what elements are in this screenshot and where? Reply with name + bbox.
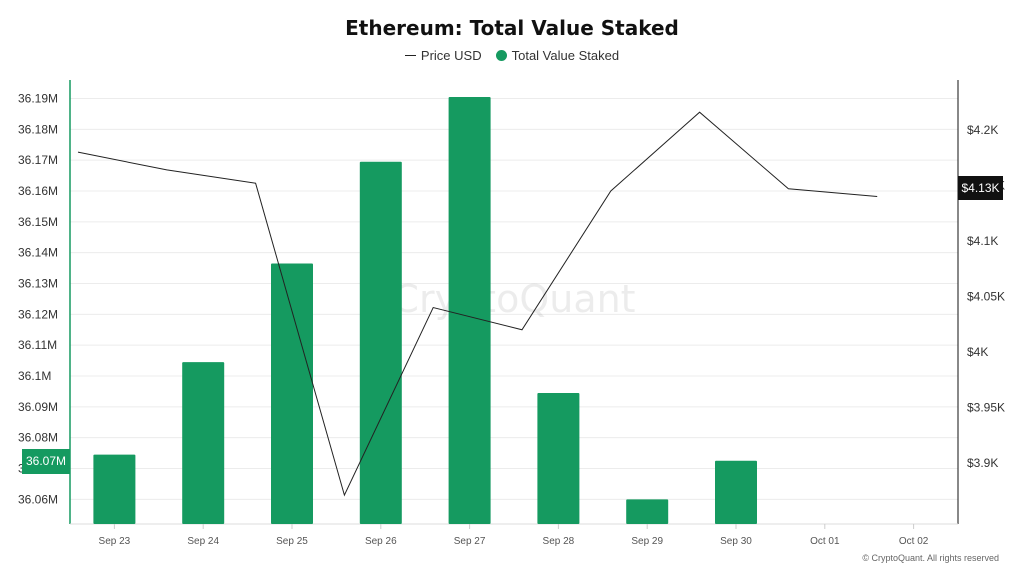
x-tick-label: Oct 02 — [899, 536, 929, 547]
chart-title: Ethereum: Total Value Staked — [345, 16, 679, 40]
x-tick-label: Oct 01 — [810, 536, 840, 547]
y-left-tick-label: 36.18M — [18, 122, 58, 136]
y-left-tick-label: 36.12M — [18, 307, 58, 321]
y-right-tick-label: $4.05K — [967, 289, 1005, 303]
x-tick-label: Sep 25 — [276, 536, 308, 547]
y-right-tick-label: $4K — [967, 345, 988, 359]
x-tick-label: Sep 26 — [365, 536, 397, 547]
y-right-tick-label: $4.1K — [967, 234, 998, 248]
legend-item-staked[interactable]: Total Value Staked — [495, 48, 620, 63]
watermark: CryptoQuant — [392, 277, 635, 321]
y-right-tick-label: $3.9K — [967, 456, 998, 470]
y-right-tick-label: $3.95K — [967, 400, 1005, 414]
y-left-tick-label: 36.17M — [18, 153, 58, 167]
current-value-badge-left: 36.07M — [22, 449, 70, 474]
legend-line-icon — [404, 55, 416, 56]
x-tick-label: Sep 30 — [720, 536, 752, 547]
y-right-tick-label: $4.2K — [967, 123, 998, 137]
legend-label-staked: Total Value Staked — [511, 48, 620, 63]
y-left-tick-label: 36.16M — [18, 184, 58, 198]
x-tick-label: Sep 24 — [187, 536, 219, 547]
bar-total-value-staked — [715, 460, 757, 524]
current-value-badge-right: $4.13K — [958, 176, 1003, 200]
y-left-tick-label: 36.1M — [18, 369, 51, 383]
legend-item-price[interactable]: Price USD — [404, 48, 482, 63]
bar-total-value-staked — [271, 263, 313, 524]
y-left-tick-label: 36.15M — [18, 215, 58, 229]
x-tick-label: Sep 28 — [543, 536, 575, 547]
x-tick-label: Sep 29 — [631, 536, 663, 547]
y-left-tick-label: 36.19M — [18, 92, 58, 106]
bar-total-value-staked — [537, 392, 580, 524]
y-left-tick-label: 36.08M — [18, 431, 58, 445]
legend: Price USD Total Value Staked — [0, 48, 1024, 63]
y-left-tick-label: 36.09M — [18, 400, 58, 414]
bar-total-value-staked — [93, 454, 136, 524]
y-left-tick-label: 36.13M — [18, 277, 58, 291]
legend-label-price: Price USD — [420, 48, 482, 63]
series-line-price-usd — [77, 111, 878, 497]
bar-total-value-staked — [359, 161, 402, 525]
bar-total-value-staked — [626, 499, 669, 524]
x-tick-label: Sep 23 — [99, 536, 131, 547]
bar-total-value-staked — [182, 362, 225, 524]
y-left-tick-label: 36.06M — [18, 492, 58, 506]
y-left-tick-label: 36.14M — [18, 246, 58, 260]
y-left-tick-label: 36.11M — [18, 338, 57, 352]
bar-total-value-staked — [448, 96, 491, 524]
x-tick-label: Sep 27 — [454, 536, 486, 547]
legend-dot-icon — [495, 50, 507, 61]
copyright-text: © CryptoQuant. All rights reserved — [862, 553, 999, 563]
